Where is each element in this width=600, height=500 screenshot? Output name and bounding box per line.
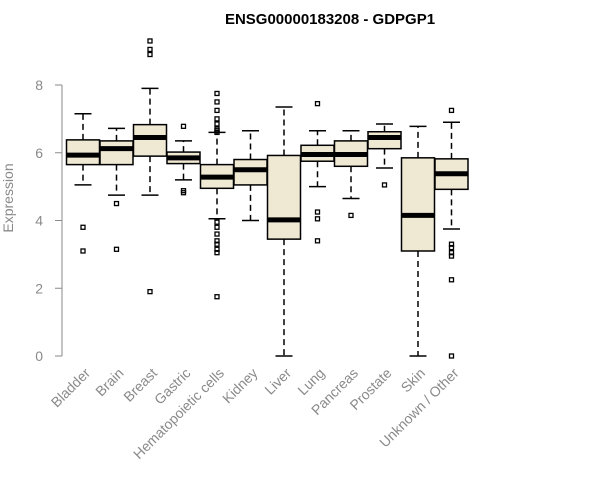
outlier-point: [314, 100, 321, 107]
y-tick-label: 0: [35, 348, 43, 364]
outlier-point: [147, 288, 153, 295]
outlier-point: [80, 224, 86, 230]
box-pancreas: [333, 129, 369, 219]
outlier-point: [214, 116, 220, 122]
box-liver: [266, 106, 302, 357]
iqr-box: [367, 130, 402, 150]
box-bladder: [65, 113, 101, 254]
outlier-point: [448, 107, 455, 114]
box-unknown-other: [434, 107, 469, 359]
outlier-point: [448, 277, 455, 283]
iqr-box: [65, 139, 101, 166]
box-kidney: [233, 129, 268, 222]
outlier-point: [214, 129, 220, 136]
y-tick-label: 6: [35, 145, 43, 161]
iqr-box: [233, 158, 268, 186]
y-axis: 0 2 4 6 8: [35, 77, 63, 364]
outlier-point: [214, 90, 220, 97]
box-gastric: [166, 123, 201, 196]
iqr-box: [266, 154, 302, 240]
box-lung: [300, 100, 335, 244]
box-prostate: [367, 123, 402, 188]
box-hematopoietic-cells: [199, 90, 235, 300]
outlier-point: [214, 250, 220, 256]
outlier-point: [314, 209, 321, 215]
outlier-point: [214, 231, 220, 237]
box-brain: [99, 127, 134, 252]
outlier-point: [180, 190, 187, 196]
outlier-point: [314, 238, 321, 244]
box-skin: [400, 125, 436, 357]
outlier-point: [214, 99, 220, 105]
boxes-group: [65, 38, 469, 359]
outlier-point: [113, 200, 120, 207]
outlier-point: [381, 182, 388, 188]
outlier-point: [147, 51, 153, 58]
iqr-box: [99, 140, 134, 166]
outlier-point: [214, 121, 220, 127]
outlier-point: [80, 248, 86, 254]
outlier-point: [147, 38, 153, 44]
outlier-point: [448, 353, 455, 359]
outlier-point: [448, 244, 455, 251]
outlier-point: [448, 253, 455, 259]
y-tick-label: 2: [35, 280, 43, 296]
outlier-point: [113, 246, 120, 252]
outlier-point: [214, 294, 220, 300]
iqr-box: [132, 123, 168, 157]
x-tick-label: Bladder: [48, 365, 94, 411]
outlier-point: [214, 107, 220, 114]
x-tick-label: Kidney: [219, 365, 261, 407]
outlier-point: [214, 224, 220, 230]
outlier-point: [214, 241, 220, 247]
iqr-box: [400, 157, 436, 252]
y-tick-label: 8: [35, 77, 43, 93]
chart-title: ENSG00000183208 - GDPGP1: [225, 11, 435, 28]
outlier-point: [314, 216, 321, 222]
x-tick-label: Liver: [261, 365, 294, 398]
y-axis-title: Expression: [0, 163, 16, 232]
box-breast: [132, 38, 168, 295]
outlier-point: [180, 123, 187, 129]
outlier-point: [214, 219, 220, 225]
outlier-point: [147, 46, 153, 53]
outlier-point: [348, 212, 354, 219]
y-tick-label: 4: [35, 213, 43, 229]
